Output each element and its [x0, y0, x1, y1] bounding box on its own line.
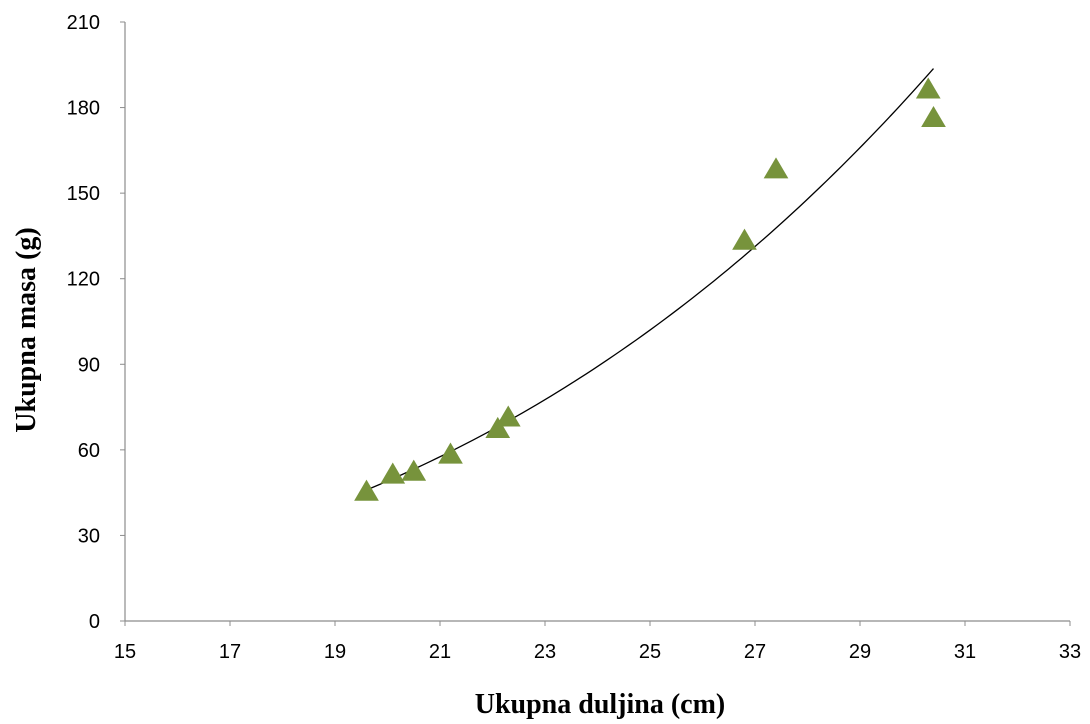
data-point: [438, 442, 463, 464]
y-tick-label: 90: [78, 354, 100, 376]
axes: [124, 22, 1070, 622]
x-tick-label: 27: [744, 641, 766, 663]
data-point: [732, 228, 757, 250]
x-tick-label: 17: [219, 641, 241, 663]
x-tick-label: 19: [324, 641, 346, 663]
data-point: [485, 416, 511, 438]
x-axis-title: Ukupna duljina (cm): [475, 689, 726, 720]
x-tick-label: 23: [534, 641, 556, 663]
x-tick-label: 33: [1059, 641, 1081, 663]
data-point: [495, 405, 521, 427]
y-ticks: 0 30 60 90 120 150 180 210: [67, 12, 125, 633]
data-points: [354, 77, 946, 501]
data-point: [915, 77, 941, 99]
y-tick-label: 210: [67, 12, 100, 34]
data-point: [401, 459, 427, 481]
x-tick-label: 29: [849, 641, 871, 663]
x-tick-label: 31: [954, 641, 976, 663]
x-tick-label: 25: [639, 641, 661, 663]
y-tick-label: 30: [78, 525, 100, 547]
x-tick-label: 15: [114, 641, 136, 663]
y-tick-label: 120: [67, 269, 100, 291]
data-point: [354, 479, 379, 501]
y-axis-title: Ukupna masa (g): [11, 227, 42, 432]
data-point: [763, 157, 789, 179]
y-tick-label: 150: [67, 183, 100, 205]
trendline: [366, 68, 934, 491]
y-tick-label: 0: [89, 611, 100, 633]
y-tick-label: 180: [67, 98, 100, 120]
x-tick-label: 21: [429, 641, 451, 663]
data-point: [380, 462, 406, 484]
y-tick-label: 60: [78, 440, 100, 462]
x-ticks: 15 17 19 21 23 25 27 29 31 33: [114, 621, 1081, 663]
data-point: [921, 105, 946, 128]
